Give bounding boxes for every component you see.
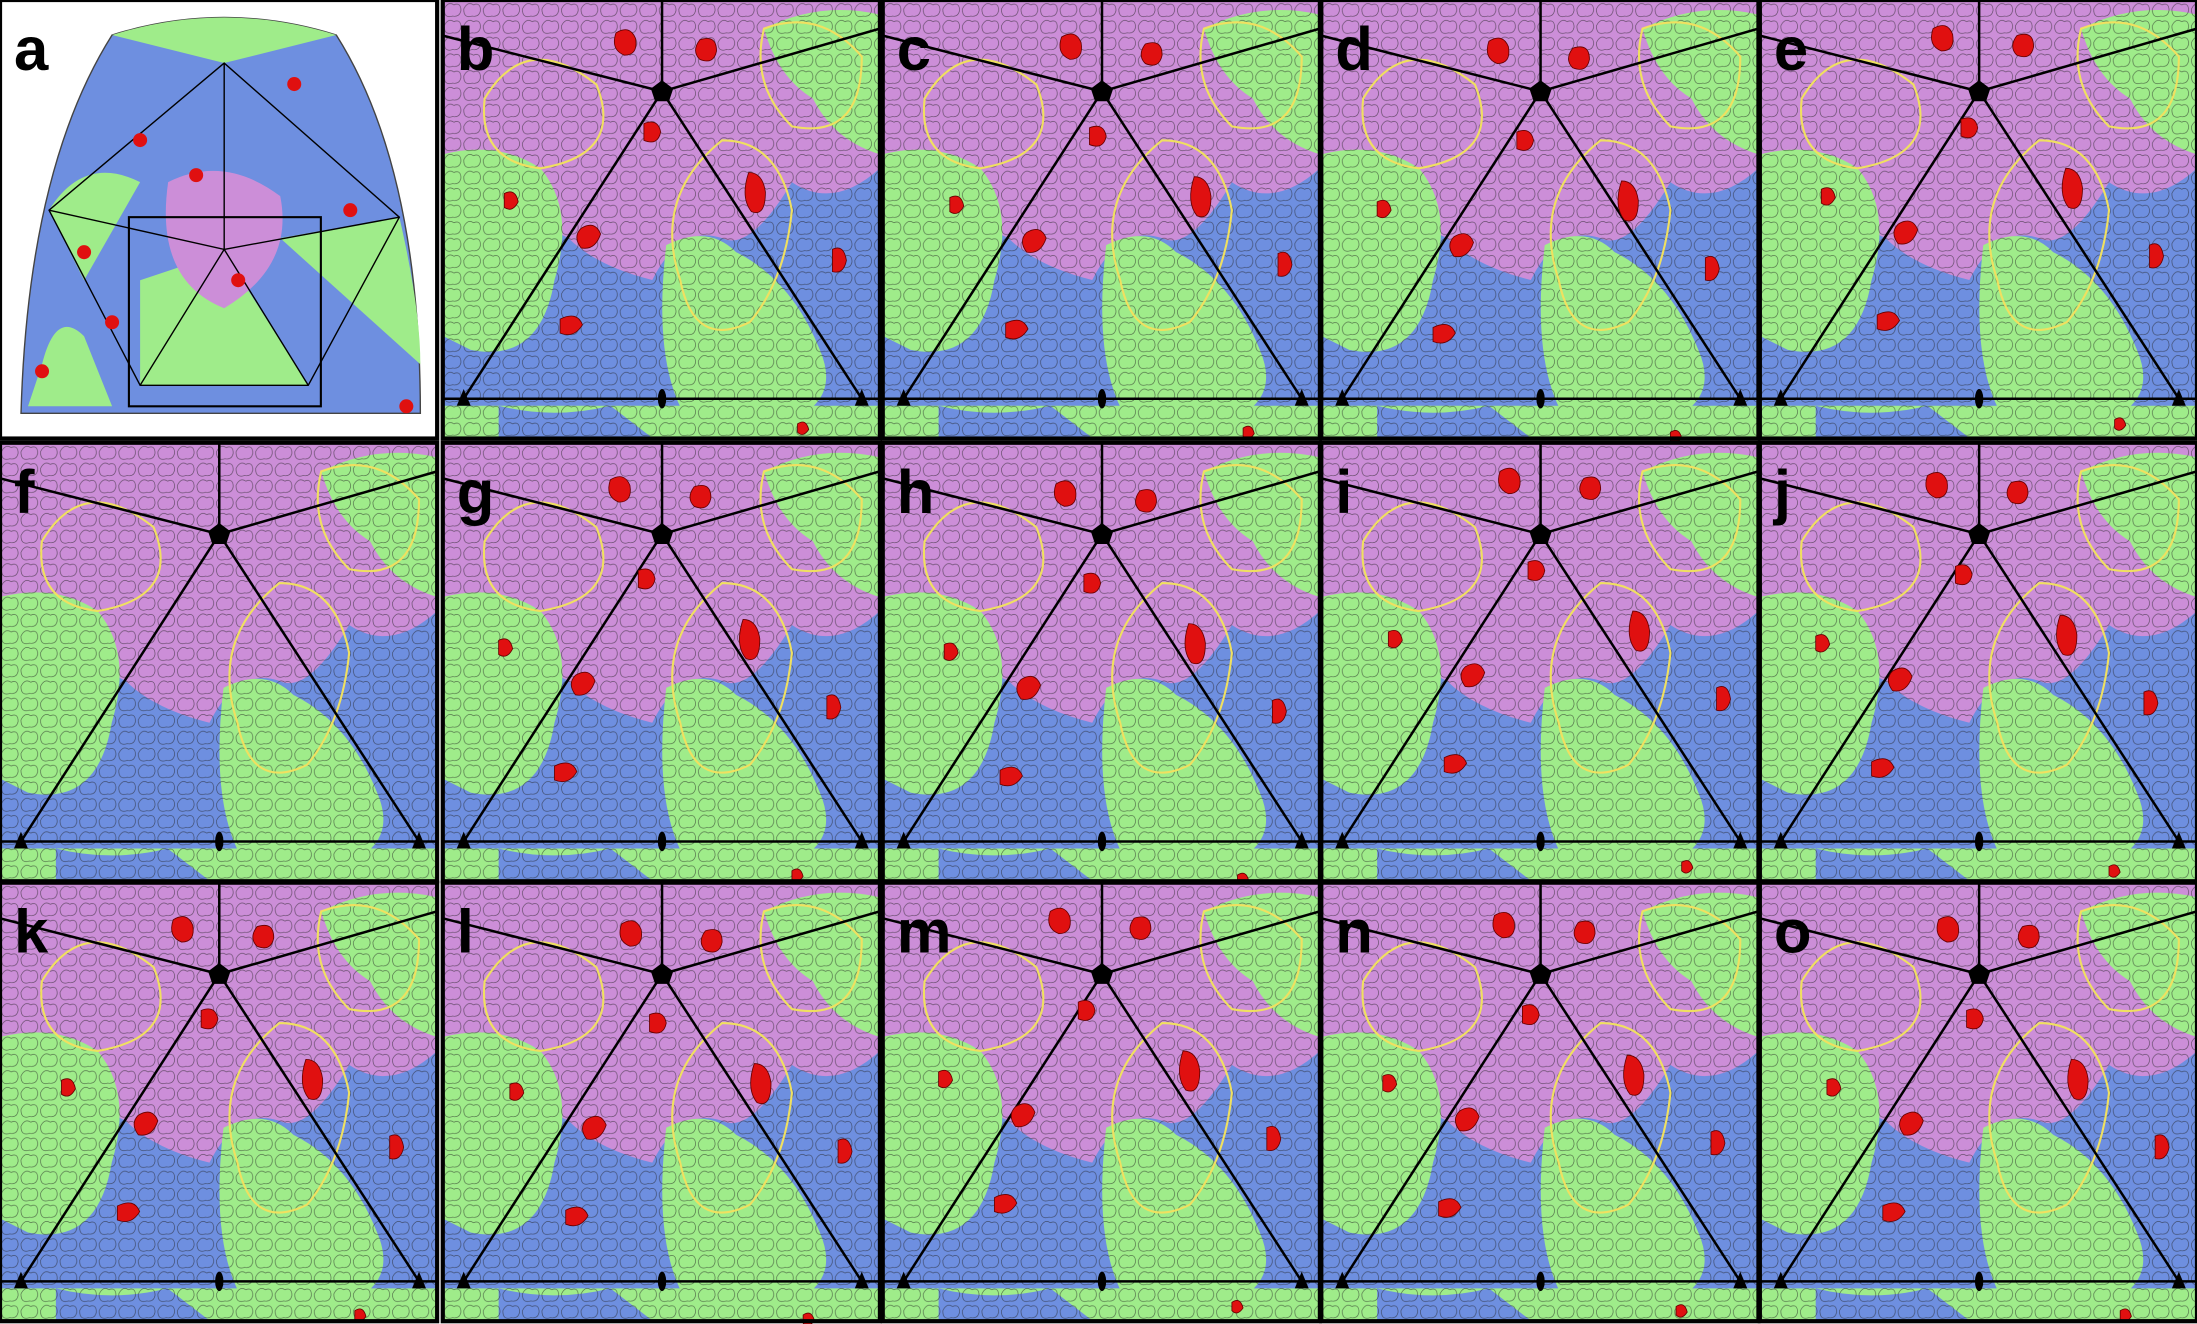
panel-label: j (1773, 458, 1791, 527)
panel: o (1760, 883, 2197, 1322)
red-patch (77, 245, 91, 259)
red-patch (189, 168, 203, 182)
red-patch (35, 364, 49, 378)
panel-label: o (1774, 898, 1812, 967)
red-patch (343, 203, 357, 217)
panel: n (1321, 883, 1758, 1322)
surface-map (1321, 883, 1758, 1320)
panel-label: a (14, 15, 49, 84)
panel-label: m (897, 898, 952, 967)
panel: c (883, 0, 1320, 439)
panel: h (883, 443, 1320, 886)
red-patch (133, 133, 147, 147)
panel-label: b (457, 15, 495, 84)
panel: b (443, 0, 880, 439)
panel-label: h (897, 458, 935, 527)
panel: j (1760, 443, 2197, 882)
surface-map (1321, 1, 1758, 438)
panel: a (0, 0, 437, 439)
surface-map (443, 1, 880, 438)
surface-map (883, 443, 1320, 880)
surface-map (1321, 443, 1758, 880)
surface-map (883, 1, 1320, 438)
panel: m (883, 883, 1320, 1322)
surface-map (0, 443, 437, 880)
panel: e (1760, 0, 2197, 439)
surface-map (0, 883, 437, 1320)
panel-label: l (457, 898, 474, 967)
panel: d (1321, 0, 1758, 443)
surface-map (1760, 1, 2197, 438)
panel-label: g (457, 458, 495, 527)
red-patch (105, 315, 119, 329)
surface-map (443, 883, 880, 1320)
panel-label: c (897, 15, 931, 84)
page: {"panels": [ {"label": "a"}, {"label": "… (0, 0, 2197, 1324)
surface-map (1760, 443, 2197, 880)
red-patch (287, 77, 301, 91)
panel: i (1321, 443, 1758, 882)
panel-label: n (1335, 898, 1373, 967)
panel-label: i (1335, 458, 1352, 527)
surface-map (1760, 883, 2197, 1320)
panel-label: e (1774, 15, 1808, 84)
panel-label: d (1335, 15, 1373, 84)
panel-label: k (14, 898, 49, 967)
panel: g (443, 443, 880, 882)
panel: l (443, 883, 880, 1324)
panel-grid: a b c d e f g h i j k l m n o (0, 0, 2197, 1324)
panel: f (0, 443, 437, 882)
red-patch (231, 273, 245, 287)
panel: k (0, 883, 437, 1322)
red-patch (399, 399, 413, 413)
figure: a b c d e f g h i j k l m n o (0, 0, 2197, 1324)
panel-label: f (14, 458, 35, 527)
surface-map (443, 443, 880, 880)
